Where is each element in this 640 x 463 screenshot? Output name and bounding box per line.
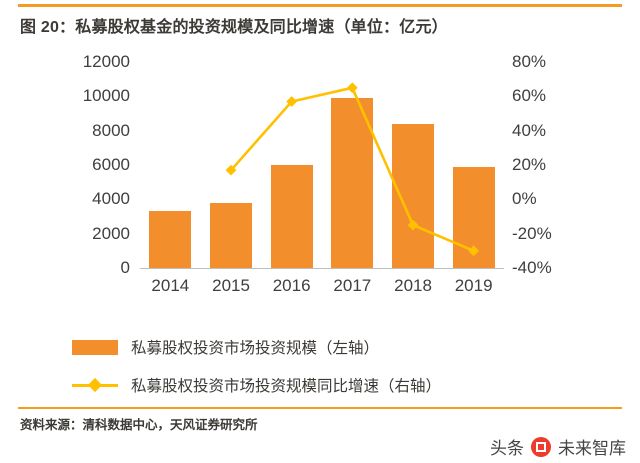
x-label-2015: 2015	[212, 276, 250, 295]
line-marker	[407, 219, 419, 231]
right-axis-tick: 80%	[512, 52, 547, 71]
x-label-2018: 2018	[394, 276, 432, 295]
x-label-2017: 2017	[333, 276, 372, 295]
source-divider	[18, 407, 622, 409]
legend-item-bar: 私募股权投资市场投资规模（左轴）	[72, 334, 441, 360]
legend-bar-label: 私募股权投资市场投资规模（左轴）	[131, 340, 380, 357]
left-axis-tick: 4000	[92, 189, 130, 209]
left-axis-tick: 6000	[92, 155, 130, 174]
x-label-2016: 2016	[272, 276, 311, 295]
title-rule	[18, 4, 622, 7]
line-series	[225, 82, 480, 257]
bar-2014	[149, 211, 192, 268]
legend-line-label: 私募股权投资市场投资规模同比增速（右轴）	[131, 378, 442, 395]
diamond-marker-icon	[87, 377, 103, 392]
right-axis-tick: 0%	[512, 189, 537, 209]
left-axis-tick: 8000	[92, 120, 130, 140]
bar-2015	[210, 202, 252, 268]
line-marker	[468, 245, 480, 257]
line-swatch-icon	[72, 377, 118, 392]
right-axis-tick: -40%	[512, 258, 552, 277]
figure-title: 图 20：私募股权基金的投资规模及同比增速（单位：亿元）	[20, 19, 448, 36]
left-axis-tick: 12000	[82, 52, 130, 71]
legend-item-line: 私募股权投资市场投资规模同比增速（右轴）	[72, 372, 441, 398]
x-label-2014: 2014	[151, 276, 190, 295]
right-axis: 80% 60% 40% 20% 0% -20% -40%	[512, 52, 598, 277]
right-axis-tick: 20%	[512, 155, 547, 174]
plot-area	[140, 62, 504, 269]
watermark: 头条 未来智库	[490, 434, 626, 459]
source-note: 资料来源：清科数据中心，天风证券研究所	[20, 418, 258, 432]
left-axis: 12000 10000 8000 6000 4000 2000 0	[52, 52, 130, 277]
right-axis-tick: 60%	[512, 86, 547, 106]
left-axis-tick: 2000	[92, 223, 130, 243]
watermark-brand: 未来智库	[558, 439, 626, 458]
x-axis-labels: 2014 2015 2016 2017 2018 2019	[140, 276, 504, 298]
bar-swatch-icon	[72, 339, 118, 355]
x-label-2019: 2019	[454, 276, 493, 295]
bar-2016	[270, 165, 313, 268]
right-axis-tick: 40%	[512, 120, 547, 140]
right-axis-tick: -20%	[512, 223, 552, 243]
left-axis-tick: 0	[120, 258, 130, 277]
toutiao-logo-icon	[531, 436, 551, 457]
line-marker	[346, 82, 358, 94]
line-marker	[225, 164, 237, 176]
bar-2017	[331, 98, 374, 268]
watermark-prefix: 头条	[490, 439, 524, 458]
legend: 私募股权投资市场投资规模（左轴） 私募股权投资市场投资规模同比增速（右轴）	[72, 334, 441, 410]
line-marker	[286, 96, 298, 107]
left-axis-tick: 10000	[82, 86, 130, 106]
